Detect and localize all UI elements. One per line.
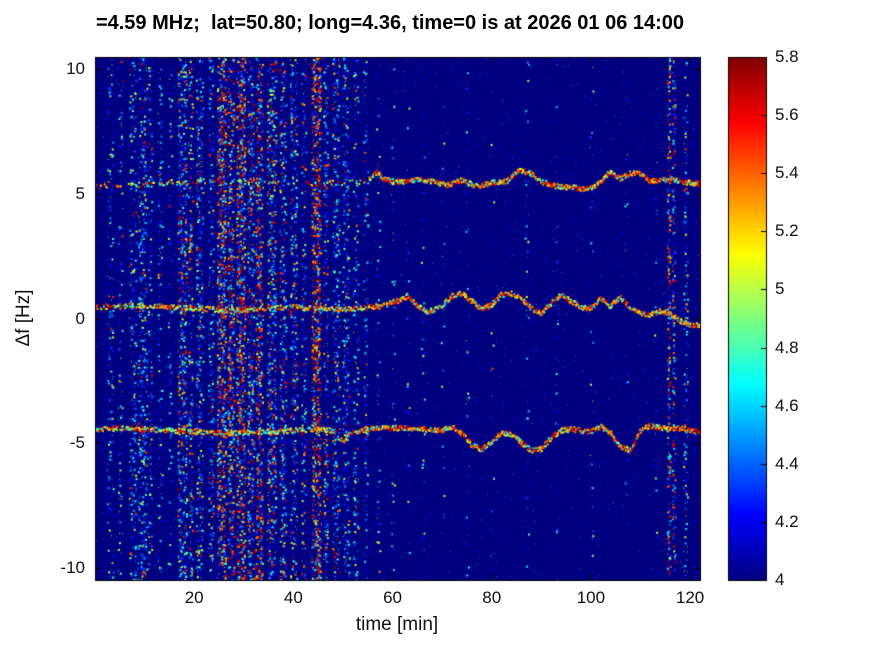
x-tick-label: 20: [184, 588, 204, 607]
x-tick-label: 60: [383, 588, 402, 607]
colorbar-tick-label: 4.6: [775, 395, 799, 415]
x-tick-label: 120: [675, 588, 705, 607]
colorbar-tick-label: 5.2: [775, 221, 799, 241]
colorbar-tick-label: 4: [775, 570, 785, 589]
x-tick-label: 40: [283, 588, 303, 607]
colorbar-tick-label: 4.2: [775, 511, 799, 531]
colorbar-tick-label: 4.8: [775, 337, 799, 357]
y-tick-label: 10: [66, 59, 85, 79]
colorbar-tick-label: 5: [775, 279, 785, 299]
y-tick-label: -5: [69, 433, 85, 453]
x-tick-label: 100: [576, 588, 606, 607]
x-axis-label: time [min]: [355, 614, 439, 635]
colorbar-tick-label: 5.4: [775, 163, 799, 183]
y-tick-label: -10: [60, 557, 85, 577]
y-axis-label: Δf [Hz]: [13, 289, 34, 347]
colorbar-tick-label: 5.6: [775, 105, 799, 125]
chart-title: =4.59 MHz; lat=50.80; long=4.36, time=0 …: [95, 12, 685, 34]
y-tick-label: 0: [75, 308, 85, 328]
x-tick-label: 80: [482, 588, 502, 607]
y-tick-label: 5: [75, 183, 85, 203]
colorbar-tick-label: 4.4: [775, 453, 799, 473]
colorbar-tick-label: 5.8: [775, 47, 799, 66]
